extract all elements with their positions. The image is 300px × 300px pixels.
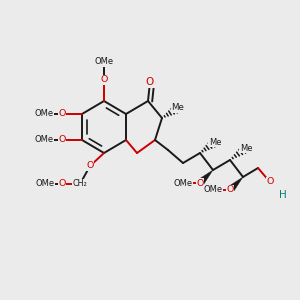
Text: H: H (279, 190, 287, 200)
Text: O: O (58, 136, 66, 145)
Text: O: O (100, 76, 108, 85)
Text: O: O (86, 161, 94, 170)
Text: OMe: OMe (35, 179, 55, 188)
Text: OMe: OMe (94, 58, 114, 67)
Text: O: O (146, 77, 154, 87)
Text: O: O (226, 185, 234, 194)
Text: Me: Me (209, 137, 221, 146)
Text: OMe: OMe (34, 136, 54, 145)
Text: Me: Me (172, 103, 184, 112)
Polygon shape (227, 177, 243, 193)
Text: O: O (196, 178, 204, 188)
Polygon shape (197, 170, 213, 186)
Text: Me: Me (240, 143, 252, 152)
Text: O: O (266, 178, 274, 187)
Text: OMe: OMe (203, 185, 223, 194)
Text: O: O (58, 110, 66, 118)
Text: OMe: OMe (173, 178, 193, 188)
Text: OMe: OMe (34, 110, 54, 118)
Text: CH₂: CH₂ (73, 179, 87, 188)
Text: O: O (58, 179, 66, 188)
